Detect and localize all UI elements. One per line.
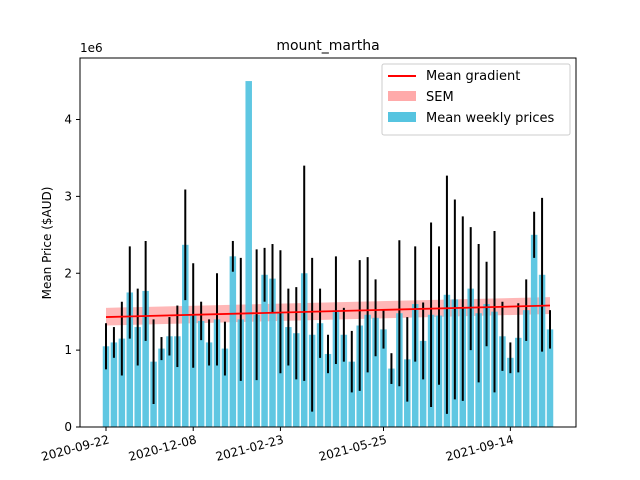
bar	[332, 310, 340, 427]
legend-label-sem: SEM	[426, 90, 454, 105]
bar	[182, 244, 189, 427]
bar	[515, 337, 522, 427]
y-tick-label: 4	[64, 113, 72, 127]
x-tick-label: 2021-05-25	[317, 432, 388, 464]
bar	[102, 346, 110, 427]
bar	[411, 304, 419, 427]
legend: Mean gradient SEM Mean weekly prices	[381, 63, 571, 136]
bar	[324, 353, 332, 427]
x-tick-label: 2021-09-14	[444, 432, 515, 464]
chart-title: mount_martha	[276, 38, 379, 54]
bar	[499, 336, 506, 427]
y-ticks: 0 1 2 3 4	[64, 113, 80, 434]
y-offset-label: 1e6	[80, 41, 103, 55]
bar	[419, 340, 427, 427]
y-tick-label: 1	[64, 343, 72, 357]
bar	[126, 292, 134, 427]
legend-swatch-bars	[388, 112, 416, 122]
bar	[293, 333, 300, 427]
bar	[197, 320, 205, 427]
bar	[189, 315, 197, 427]
bar	[158, 348, 165, 427]
legend-label-bars: Mean weekly prices	[426, 111, 555, 126]
y-tick-label: 3	[64, 189, 72, 203]
bar	[269, 278, 276, 427]
bar	[388, 368, 395, 427]
trend-line	[105, 304, 551, 318]
legend-label-trend: Mean gradient	[426, 69, 520, 84]
bar	[507, 357, 514, 427]
bar	[483, 304, 490, 427]
bar	[221, 348, 229, 427]
bar	[134, 327, 141, 427]
bar	[205, 342, 213, 427]
plot-frame	[79, 57, 577, 428]
bar	[285, 327, 292, 427]
bar	[245, 81, 252, 427]
bar	[118, 338, 126, 427]
x-tick-label: 2020-12-08	[127, 432, 198, 464]
bar	[213, 319, 221, 427]
bar	[166, 336, 173, 427]
bar	[372, 317, 379, 427]
legend-swatch-sem	[388, 91, 416, 101]
y-axis-label: Mean Price ($AUD)	[40, 187, 54, 300]
bar	[546, 329, 554, 427]
bar	[316, 323, 324, 427]
x-ticks: 2020-09-22 2020-12-08 2021-02-23 2021-05-25…	[40, 427, 515, 464]
bar	[340, 334, 348, 427]
bar	[380, 329, 387, 427]
legend-box	[381, 63, 571, 136]
bar	[229, 256, 237, 427]
bar	[348, 361, 356, 427]
x-tick-label: 2021-02-23	[214, 432, 285, 464]
bar	[174, 336, 181, 427]
y-tick-label: 0	[64, 420, 72, 434]
bar	[110, 342, 118, 427]
bar	[522, 310, 530, 427]
bar	[467, 288, 474, 427]
bar	[261, 274, 268, 427]
bar	[142, 290, 149, 427]
x-tick-label: 2020-09-22	[40, 432, 111, 464]
y-tick-label: 2	[64, 266, 72, 280]
error-bars-layer	[105, 165, 551, 414]
trend-line-layer	[105, 304, 551, 318]
bar	[530, 234, 538, 427]
